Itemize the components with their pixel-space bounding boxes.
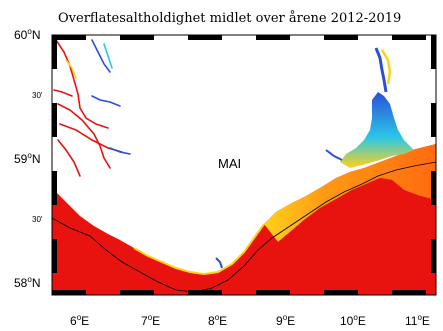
western-fjords (53, 39, 131, 177)
lat-58-label: 58oN (14, 275, 40, 290)
offshore-core (260, 178, 436, 295)
map-body (52, 35, 436, 295)
fjord-branch-yellow (380, 49, 392, 85)
fjord-inlet-west (325, 149, 343, 161)
latitude-labels: 60oN 30' 59oN 30' 58oN (14, 27, 43, 290)
longitude-labels: 6oE 7oE 8oE 9oE 10oE 11oE (70, 313, 430, 328)
oslofjord-outflow (264, 144, 436, 242)
coastal-fringe (133, 223, 265, 276)
lon-8-label: 8oE (208, 313, 227, 328)
lon-11-label: 11oE (405, 313, 430, 328)
southern-inlet (215, 257, 223, 269)
depth-contour (52, 161, 436, 293)
lon-9-label: 9oE (276, 313, 295, 328)
fjord-branch-north (374, 47, 388, 93)
lon-7-label: 7oE (141, 313, 160, 328)
lat-59-label: 59oN (14, 151, 40, 166)
lon-6-label: 6oE (70, 313, 89, 328)
lat-59-30-label: 30' (32, 91, 43, 100)
oslofjord (340, 92, 414, 168)
map-title: Overflatesaltholdighet midlet over årene… (58, 10, 401, 26)
month-label: MAI (218, 156, 241, 171)
lat-60-label: 60oN (14, 27, 40, 42)
lon-10-label: 10oE (340, 313, 366, 328)
map-frame (51, 34, 437, 296)
lat-58-30-label: 30' (32, 215, 43, 224)
frame-ticks (52, 35, 436, 295)
